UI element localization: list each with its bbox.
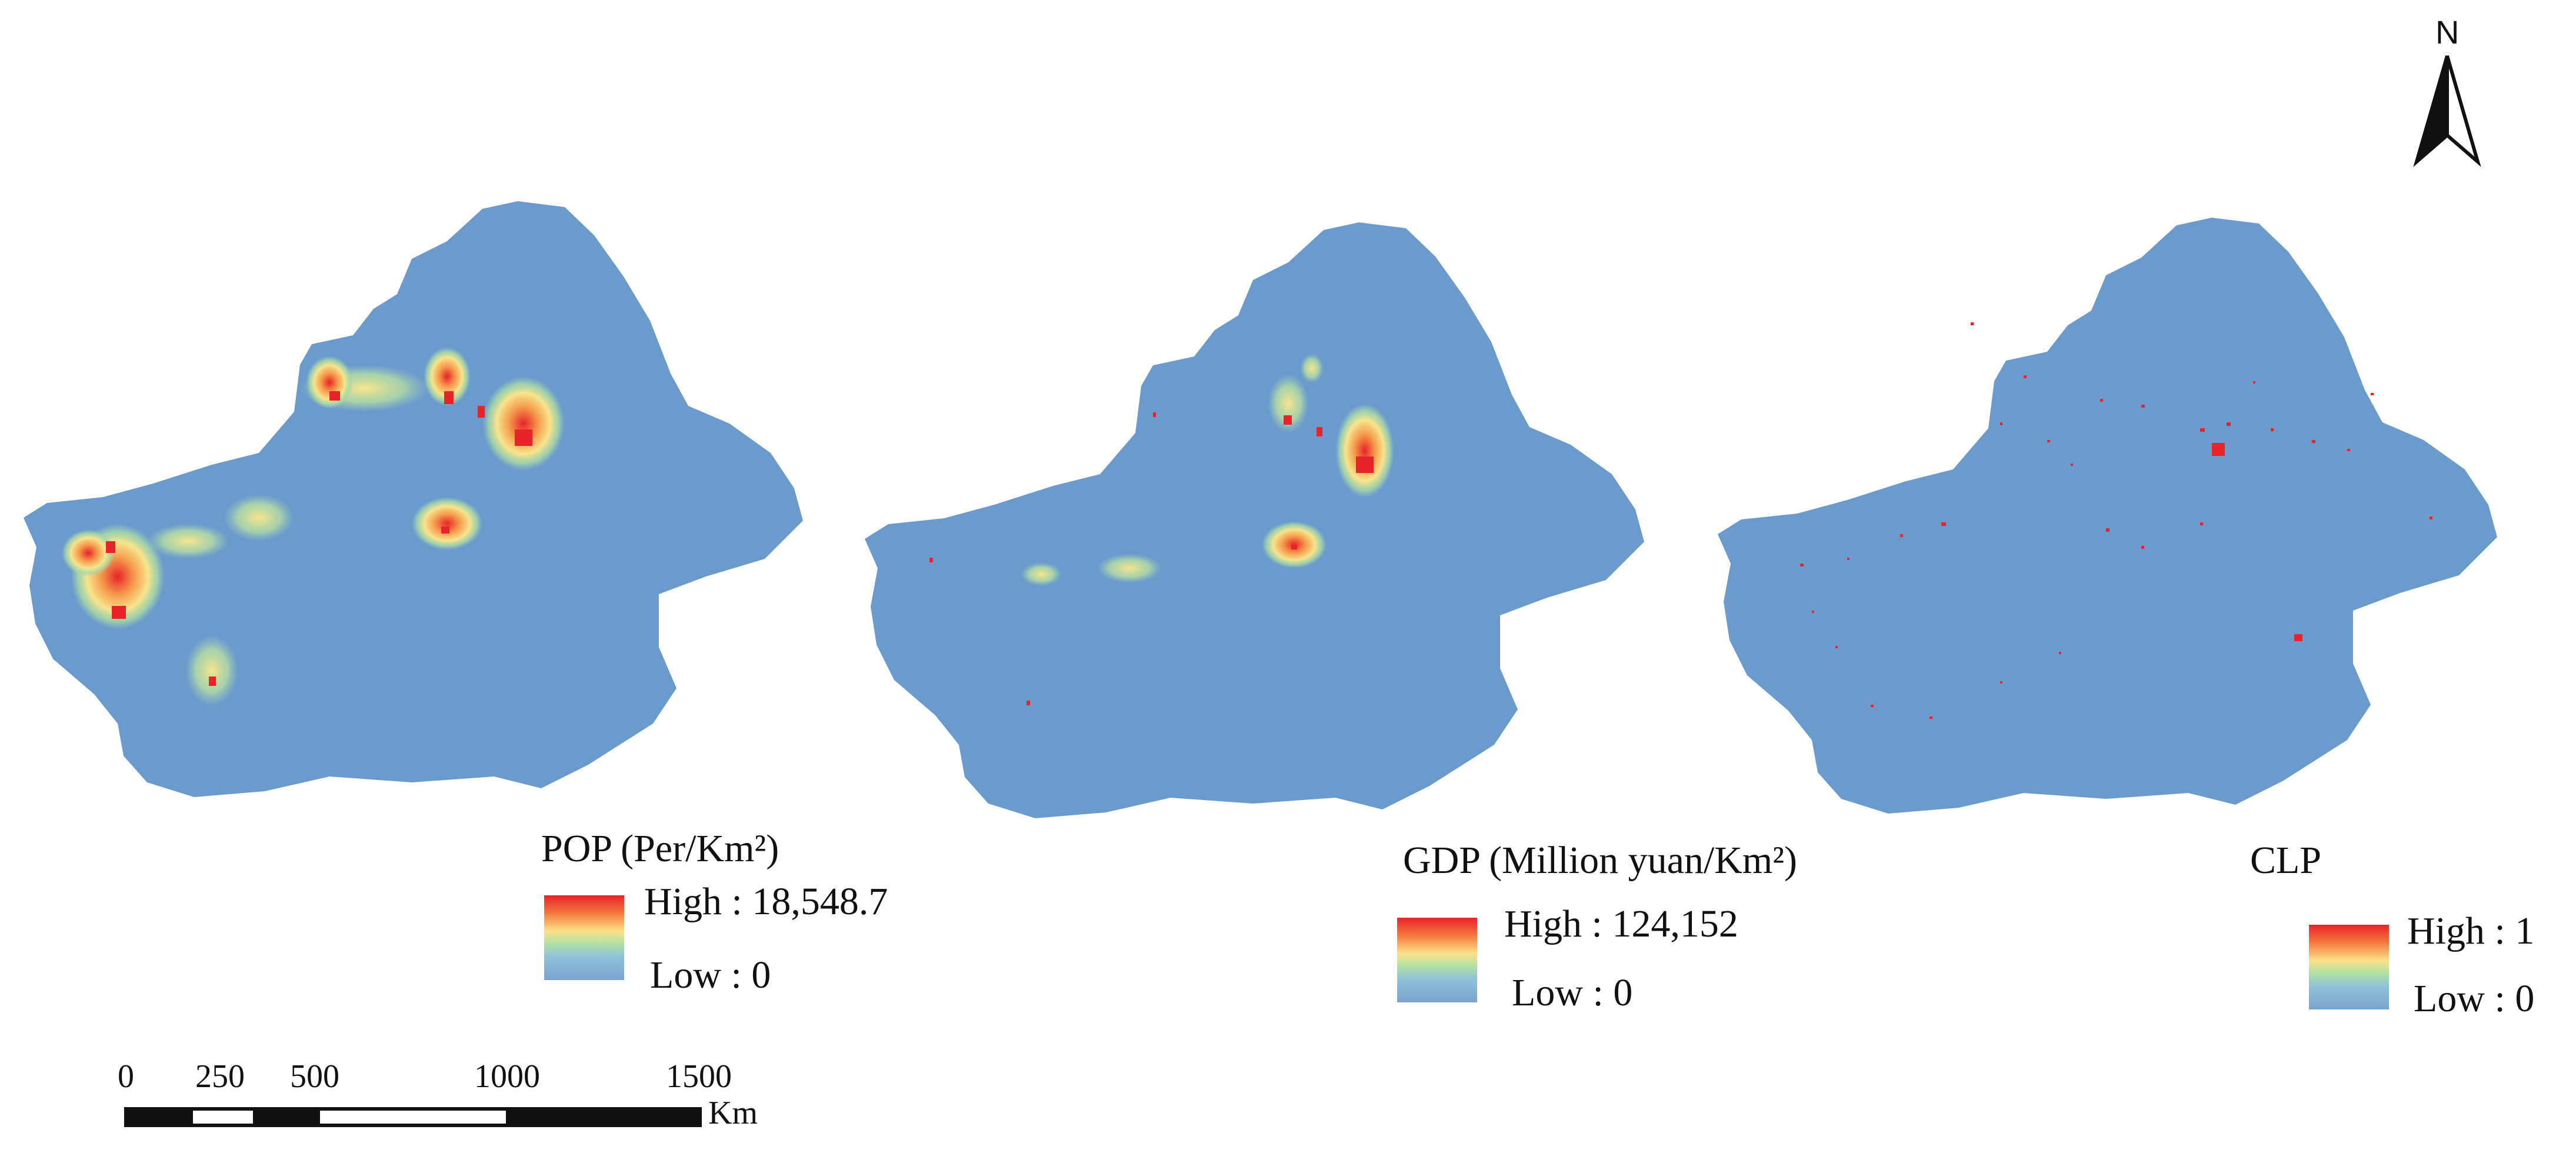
- gdp-red-cells: [929, 412, 1374, 705]
- gdp-legend-high: High : 124,152: [1504, 902, 1738, 945]
- gdp-hotspots: [1021, 354, 1394, 586]
- pop-legend-low: Low : 0: [650, 954, 771, 997]
- gdp-legend-title: GDP (Million yuan/Km²): [1403, 839, 1797, 882]
- north-label: N: [2435, 14, 2460, 51]
- gdp-map: [865, 222, 1644, 818]
- scale-tick-250: 250: [195, 1058, 245, 1095]
- pop-legend-ramp: [544, 895, 624, 980]
- clp-map: [1718, 218, 2497, 814]
- clp-legend-ramp: [2309, 925, 2389, 1009]
- scale-unit-label: Km: [708, 1095, 758, 1131]
- pop-legend-high: High : 18,548.7: [644, 880, 888, 923]
- scale-tick-0: 0: [118, 1058, 134, 1095]
- clp-legend-title: CLP: [2250, 839, 2322, 882]
- gdp-legend-ramp: [1397, 918, 1477, 1002]
- pop-map: [24, 201, 803, 797]
- scale-tick-1500: 1500: [666, 1058, 732, 1095]
- clp-legend-low: Low : 0: [2414, 977, 2535, 1020]
- gdp-legend-low: Low : 0: [1512, 971, 1633, 1014]
- scale-tick-1000: 1000: [474, 1058, 540, 1095]
- scale-tick-500: 500: [290, 1058, 339, 1095]
- pop-legend-title: POP (Per/Km²): [541, 827, 779, 870]
- clp-red-cells: [1800, 322, 2432, 719]
- scale-bar: [124, 1107, 702, 1127]
- north-arrow-icon: [2413, 55, 2481, 167]
- pop-red-cells: [106, 391, 532, 686]
- clp-legend-high: High : 1: [2407, 909, 2535, 952]
